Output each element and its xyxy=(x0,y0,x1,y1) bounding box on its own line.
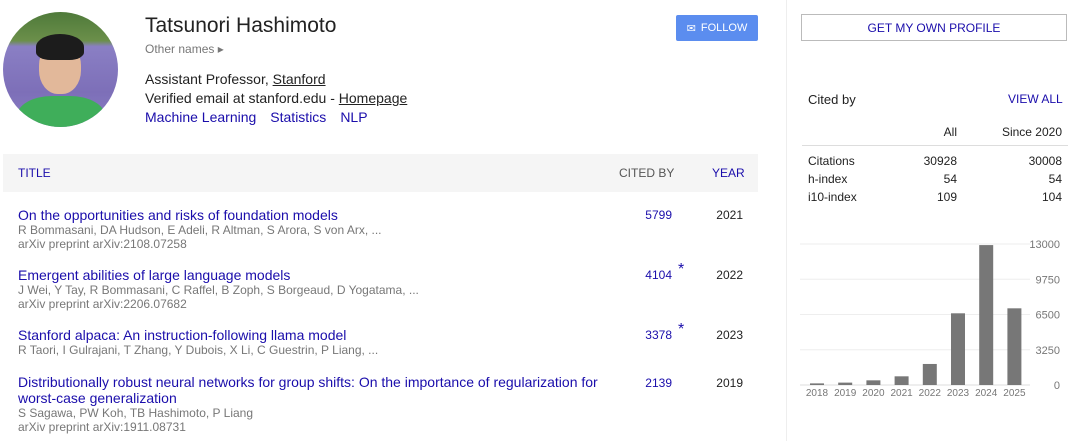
article-authors: J Wei, Y Tay, R Bommasani, C Raffel, B Z… xyxy=(18,283,419,297)
y-tick-label: 13000 xyxy=(1029,239,1060,251)
x-tick-label: 2023 xyxy=(947,388,970,399)
table-header: TITLE CITED BY YEAR xyxy=(3,154,758,192)
bar-2022[interactable] xyxy=(922,363,937,385)
article-authors: S Sagawa, PW Koh, TB Hashimoto, P Liang xyxy=(18,406,254,420)
article-year: 2019 xyxy=(716,376,743,390)
affiliation-link[interactable]: Stanford xyxy=(272,71,326,87)
article-title-link[interactable]: On the opportunities and risks of founda… xyxy=(18,207,338,223)
x-tick-label: 2018 xyxy=(806,388,829,399)
y-tick-label: 0 xyxy=(1054,380,1060,392)
x-tick-label: 2022 xyxy=(919,388,942,399)
interest-machine-learning[interactable]: Machine Learning xyxy=(145,109,257,125)
profile-name: Tatsunori Hashimoto xyxy=(145,14,337,37)
merged-citations-star[interactable]: * xyxy=(678,321,685,338)
cited-by-column-header[interactable]: CITED BY xyxy=(619,166,675,180)
follow-button[interactable]: ✉ FOLLOW xyxy=(676,15,758,41)
cited-by-count-link[interactable]: 3378 xyxy=(645,328,672,342)
get-my-own-profile-button[interactable]: GET MY OWN PROFILE xyxy=(801,14,1067,41)
bar-2019[interactable] xyxy=(838,382,853,385)
interests: Machine Learning Statistics NLP xyxy=(145,109,382,125)
interest-nlp[interactable]: NLP xyxy=(340,109,368,125)
stat-label: Citations xyxy=(808,154,855,168)
x-tick-label: 2019 xyxy=(834,388,857,399)
avatar xyxy=(3,12,118,127)
interest-statistics[interactable]: Statistics xyxy=(270,109,327,125)
cited-by-heading: Cited by xyxy=(808,92,856,107)
sidebar xyxy=(786,0,1080,441)
affiliation: Assistant Professor, Stanford Verified e… xyxy=(145,70,407,108)
stat-label: i10-index xyxy=(808,190,857,204)
other-names-label: Other names xyxy=(145,42,215,56)
x-tick-label: 2021 xyxy=(890,388,913,399)
year-column-header[interactable]: YEAR xyxy=(712,166,745,180)
article-year: 2021 xyxy=(716,208,743,222)
cited-by-count-link[interactable]: 2139 xyxy=(645,376,672,390)
article-title-link[interactable]: Stanford alpaca: An instruction-followin… xyxy=(18,327,347,343)
article-authors: R Taori, I Gulrajani, T Zhang, Y Dubois,… xyxy=(18,343,379,357)
y-tick-label: 9750 xyxy=(1036,274,1060,286)
article-title-link[interactable]: Emergent abilities of large language mod… xyxy=(18,267,291,283)
cited-by-count-link[interactable]: 5799 xyxy=(645,208,672,222)
table-row: Stanford alpaca: An instruction-followin… xyxy=(18,321,758,357)
article-authors: R Bommasani, DA Hudson, E Adeli, R Altma… xyxy=(18,223,382,237)
y-tick-label: 6500 xyxy=(1036,310,1060,322)
bar-2024[interactable] xyxy=(979,245,994,385)
mail-icon: ✉ xyxy=(686,22,696,35)
position: Assistant Professor, xyxy=(145,71,273,87)
table-row: Distributionally robust neural networks … xyxy=(18,374,758,434)
bar-2018[interactable] xyxy=(810,383,824,385)
cited-by-count-link[interactable]: 4104 xyxy=(645,268,672,282)
merged-citations-star[interactable]: * xyxy=(678,261,685,278)
bar-2021[interactable] xyxy=(894,376,909,385)
article-venue: arXiv preprint arXiv:2206.07682 xyxy=(18,297,187,311)
article-venue: arXiv preprint arXiv:1911.08731 xyxy=(18,420,186,434)
stats-header-all: All xyxy=(943,124,957,139)
citation-stats: All Since 2020 Citations 30928 30008 h-inde… xyxy=(802,118,1068,206)
y-tick-label: 3250 xyxy=(1036,345,1060,357)
article-venue: arXiv preprint arXiv:2108.07258 xyxy=(18,237,187,251)
title-column-header[interactable]: TITLE xyxy=(18,166,51,180)
article-title-link[interactable]: Distributionally robust neural networks … xyxy=(18,374,598,406)
view-all-link[interactable]: VIEW ALL xyxy=(1008,92,1063,106)
citations-bar-chart: 0 3250 6500 9750 13000 2018 2019 2020 2021 2022 20… xyxy=(800,239,1060,399)
stat-all: 30928 xyxy=(923,154,957,168)
stat-all: 109 xyxy=(936,190,957,204)
table-row: On the opportunities and risks of founda… xyxy=(18,207,758,251)
homepage-link[interactable]: Homepage xyxy=(338,90,408,106)
table-row: Emergent abilities of large language mod… xyxy=(18,261,758,311)
x-tick-label: 2024 xyxy=(975,388,998,399)
stat-label: h-index xyxy=(808,172,848,186)
follow-label: FOLLOW xyxy=(700,22,748,34)
stat-since: 54 xyxy=(1048,172,1062,186)
other-names-link[interactable]: Other names ▸ xyxy=(145,42,224,56)
stat-since: 30008 xyxy=(1028,154,1062,168)
verified-email: Verified email at stanford.edu - xyxy=(145,90,339,106)
bar-2025[interactable] xyxy=(1007,308,1022,385)
stat-all: 54 xyxy=(943,172,957,186)
bar-2020[interactable] xyxy=(866,380,881,385)
x-tick-label: 2020 xyxy=(862,388,885,399)
stat-since: 104 xyxy=(1041,190,1062,204)
article-year: 2023 xyxy=(716,328,743,342)
bar-2023[interactable] xyxy=(951,313,965,385)
x-tick-label: 2025 xyxy=(1003,388,1026,399)
article-year: 2022 xyxy=(716,268,743,282)
stats-header-since: Since 2020 xyxy=(1001,124,1062,139)
